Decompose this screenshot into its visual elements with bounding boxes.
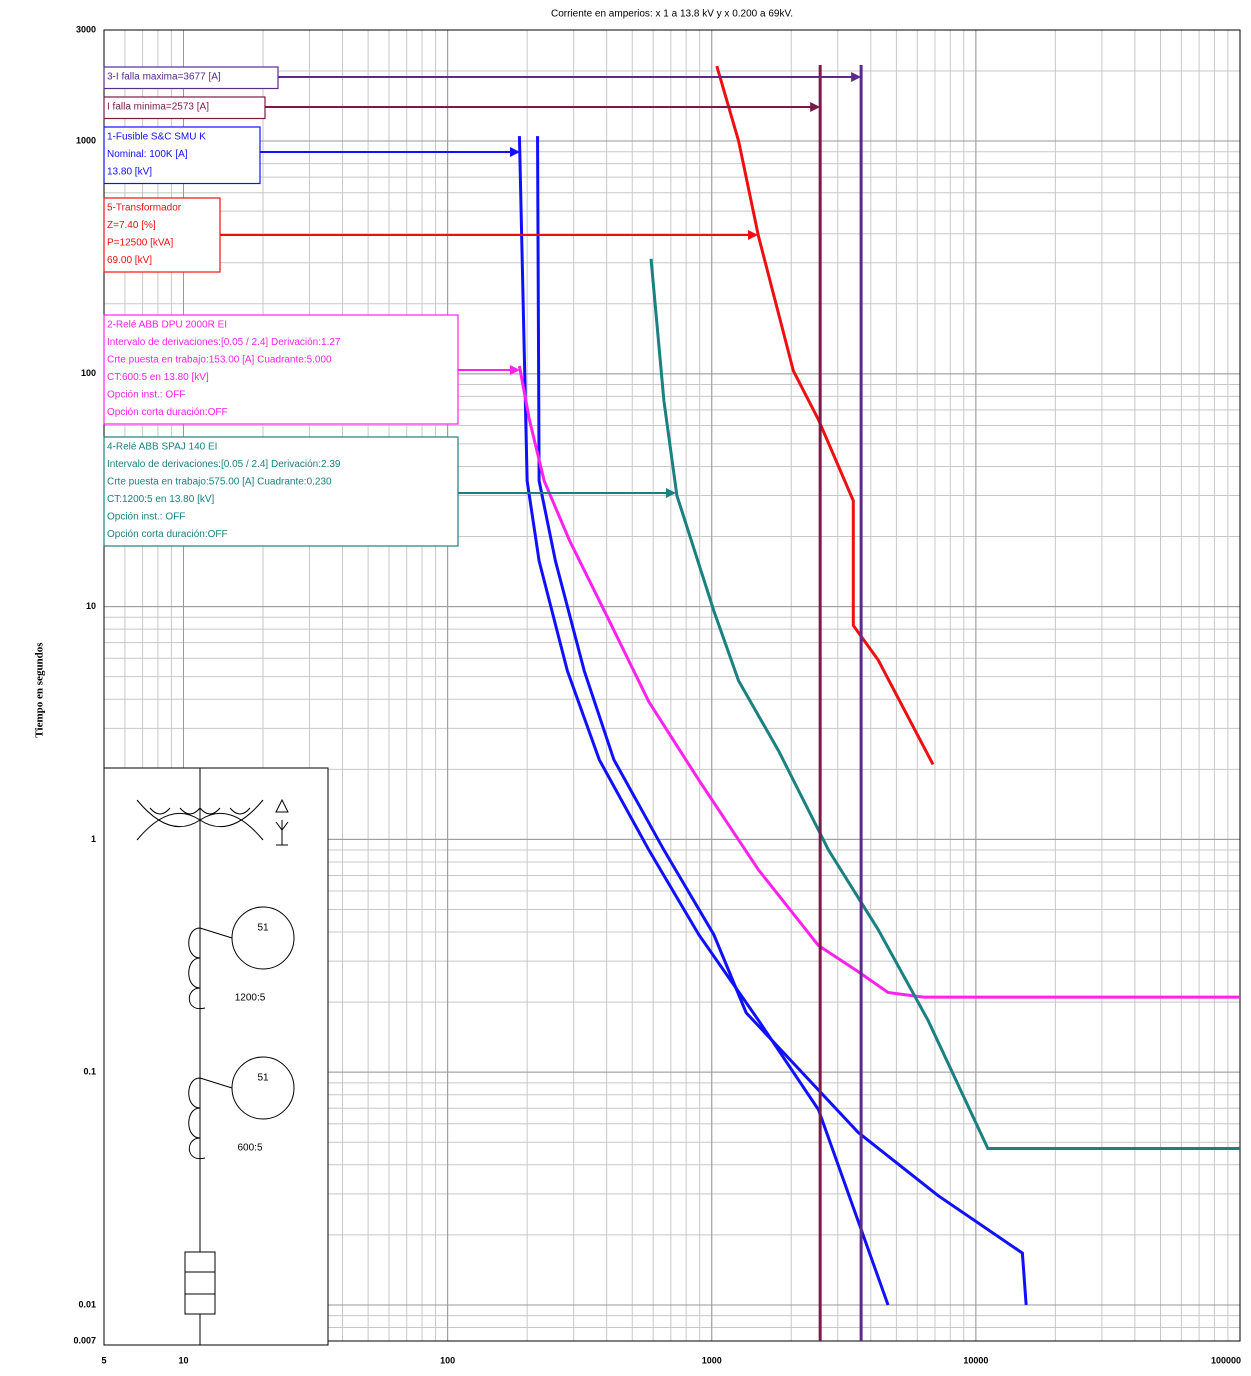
annotation-text: Crte puesta en trabajo:153.00 [A] Cuadra… — [107, 355, 332, 366]
delta-symbol — [275, 798, 289, 813]
annotation-box — [103, 126, 261, 185]
annotation-text: 69.00 [kV] — [107, 255, 152, 266]
curve — [517, 365, 1240, 999]
ct-label: 1200:5 — [235, 993, 266, 1004]
curve — [517, 136, 890, 1306]
x-tick-label: 100000 — [1211, 1355, 1241, 1365]
y-tick-label: 1 — [91, 834, 96, 844]
x-tick-label: 100 — [440, 1355, 455, 1365]
annotation-text: P=12500 [kVA] — [107, 238, 173, 249]
annotation-text: 4-Relé ABB SPAJ 140 EI — [107, 442, 217, 453]
annotation-text: Nominal: 100K [A] — [107, 149, 188, 160]
annotation-box — [103, 197, 221, 273]
arrow-head — [510, 365, 520, 375]
annotation-text: 2-Relé ABB DPU 2000R EI — [107, 320, 227, 331]
arrow-head — [510, 147, 520, 157]
arrow-head — [810, 102, 821, 112]
relay-label: 51 — [257, 1073, 269, 1084]
y-tick-label: 0.1 — [83, 1067, 96, 1077]
y-tick-label: 0.007 — [73, 1335, 96, 1345]
x-tick-label: 10000 — [963, 1355, 988, 1365]
annotation-text: Opción inst.: OFF — [107, 390, 185, 401]
x-tick-label: 10 — [179, 1355, 189, 1365]
annotation-text: 5-Transformador — [107, 203, 182, 214]
annotation-text: Opción inst.: OFF — [107, 512, 185, 523]
annotation-text: CT:1200:5 en 13.80 [kV] — [107, 494, 215, 505]
transformer-symbol — [136, 799, 264, 841]
x-tick-label: 5 — [101, 1355, 106, 1365]
y-tick-label: 100 — [81, 368, 96, 378]
ct-coil — [188, 1077, 233, 1160]
annotation-text: CT:600:5 en 13.80 [kV] — [107, 372, 209, 383]
y-tick-label: 0.01 — [78, 1299, 96, 1309]
wye-symbol — [275, 820, 289, 846]
y-tick-label: 10 — [86, 601, 96, 611]
y-tick-label: 3000 — [76, 24, 96, 34]
annotation-text: 13.80 [kV] — [107, 167, 152, 178]
annotation-text: Opción corta duración:OFF — [107, 407, 228, 418]
curve — [715, 65, 935, 766]
arrow-head — [748, 230, 758, 240]
y-tick-label: 1000 — [76, 135, 96, 145]
relay-label: 51 — [257, 923, 269, 934]
annotation-text: Intervalo de derivaciones:[0.05 / 2.4] D… — [107, 337, 341, 348]
ct-coil — [188, 927, 233, 1010]
arrow-head — [851, 72, 862, 82]
annotation-text: Z=7.40 [%] — [107, 220, 156, 231]
plot-frame — [103, 29, 1241, 1342]
fuse-inner — [185, 1271, 215, 1295]
annotation-text: Crte puesta en trabajo:575.00 [A] Cuadra… — [107, 477, 332, 488]
annotation-text: 1-Fusible S&C SMU K — [107, 132, 206, 143]
curve — [536, 136, 1028, 1306]
annotation-text: I falla minima=2573 [A] — [107, 102, 209, 113]
inset-frame — [103, 767, 329, 1346]
ct-label: 600:5 — [237, 1143, 262, 1154]
inset-diagram: 51 1200:5 51 600:5 — [103, 767, 329, 1346]
arrow-head — [666, 488, 676, 498]
x-tick-label: 1000 — [702, 1355, 722, 1365]
fuse-symbol — [184, 1251, 216, 1315]
chart-title: Corriente en amperios: x 1 a 13.8 kV y x… — [551, 9, 793, 20]
annotation-text: Opción corta duración:OFF — [107, 529, 228, 540]
annotation-text: Intervalo de derivaciones:[0.05 / 2.4] D… — [107, 459, 341, 470]
y-axis-label: Tiempo en segundos — [34, 642, 46, 738]
annotation-box — [103, 436, 459, 547]
annotation-text: 3-I falla maxima=3677 [A] — [107, 72, 221, 83]
curve — [649, 258, 1240, 1150]
